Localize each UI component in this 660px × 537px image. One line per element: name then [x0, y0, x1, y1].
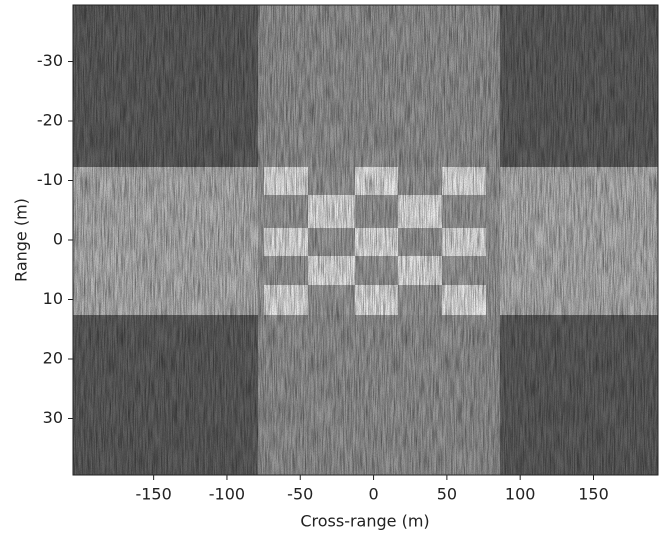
x-tick-label: 100 [505, 485, 536, 504]
x-tick-label: 150 [578, 485, 609, 504]
y-tick-label: 10 [43, 289, 63, 308]
x-tick-label: 50 [437, 485, 457, 504]
x-tick-label: -150 [135, 485, 171, 504]
y-tick-label: 20 [43, 348, 63, 367]
y-tick-label: -10 [37, 170, 63, 189]
x-tick-label: -50 [287, 485, 313, 504]
x-tick-label: -100 [209, 485, 245, 504]
y-tick-label: 0 [53, 230, 63, 249]
x-axis-label: Cross-range (m) [300, 512, 429, 531]
y-tick-label: 30 [43, 408, 63, 427]
y-tick-label: -30 [37, 51, 63, 70]
image [73, 5, 658, 475]
y-tick-label: -20 [37, 111, 63, 130]
y-axis-label: Range (m) [12, 198, 31, 282]
x-tick-label: 0 [368, 485, 378, 504]
